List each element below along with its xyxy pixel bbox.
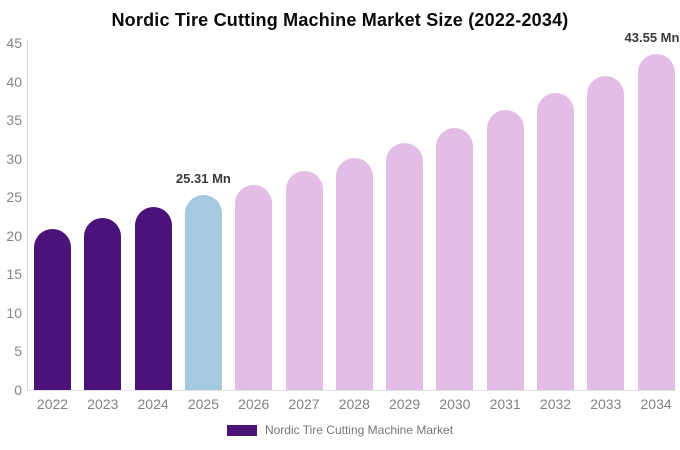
data-label-2034: 43.55 Mn [624, 30, 680, 46]
bar-2033[interactable] [587, 75, 625, 390]
y-tick-30: 30 [6, 150, 22, 167]
bar-2027[interactable] [285, 171, 323, 390]
bar-2025[interactable] [184, 194, 222, 390]
x-label-2024: 2024 [137, 396, 169, 412]
x-label-2026: 2026 [238, 396, 270, 412]
y-tick-0: 0 [14, 382, 22, 398]
y-tick-35: 35 [6, 112, 22, 129]
bar-2022[interactable] [34, 228, 71, 390]
bar-2024[interactable] [134, 206, 172, 390]
x-label-2032: 2032 [539, 396, 572, 412]
x-label-2029: 2029 [389, 396, 421, 412]
x-label-2034: 2034 [640, 396, 672, 412]
x-label-2031: 2031 [489, 396, 521, 412]
bar-2030[interactable] [436, 128, 474, 390]
x-axis-line [27, 390, 676, 391]
bar-2032[interactable] [537, 93, 574, 390]
y-tick-15: 15 [6, 266, 22, 283]
x-label-2025: 2025 [187, 396, 219, 412]
bar-2023[interactable] [84, 218, 122, 390]
y-tick-40: 40 [6, 73, 22, 90]
legend: Nordic Tire Cutting Machine Market [0, 423, 680, 437]
x-label-2023: 2023 [87, 396, 119, 412]
y-tick-5: 5 [14, 343, 22, 360]
bar-2031[interactable] [486, 110, 524, 390]
y-tick-20: 20 [6, 227, 22, 244]
x-label-2022: 2022 [36, 396, 69, 412]
x-label-2030: 2030 [439, 396, 471, 412]
bar-2028[interactable] [335, 158, 373, 390]
data-label-2025: 25.31 Mn [175, 170, 231, 186]
y-tick-45: 45 [6, 35, 22, 52]
legend-swatch-icon [226, 424, 257, 436]
y-tick-10: 10 [6, 304, 22, 321]
y-tick-25: 25 [6, 189, 22, 206]
x-label-2033: 2033 [590, 396, 622, 412]
y-axis-line [27, 40, 28, 390]
x-label-2028: 2028 [338, 396, 370, 412]
legend-label: Nordic Tire Cutting Machine Market [264, 423, 454, 437]
bar-2029[interactable] [386, 142, 424, 390]
bar-2026[interactable] [235, 185, 273, 390]
x-label-2027: 2027 [288, 396, 320, 412]
bar-2034[interactable] [637, 54, 675, 390]
legend-item[interactable]: Nordic Tire Cutting Machine Market [226, 423, 454, 437]
chart-title: Nordic Tire Cutting Machine Market Size … [111, 10, 569, 30]
